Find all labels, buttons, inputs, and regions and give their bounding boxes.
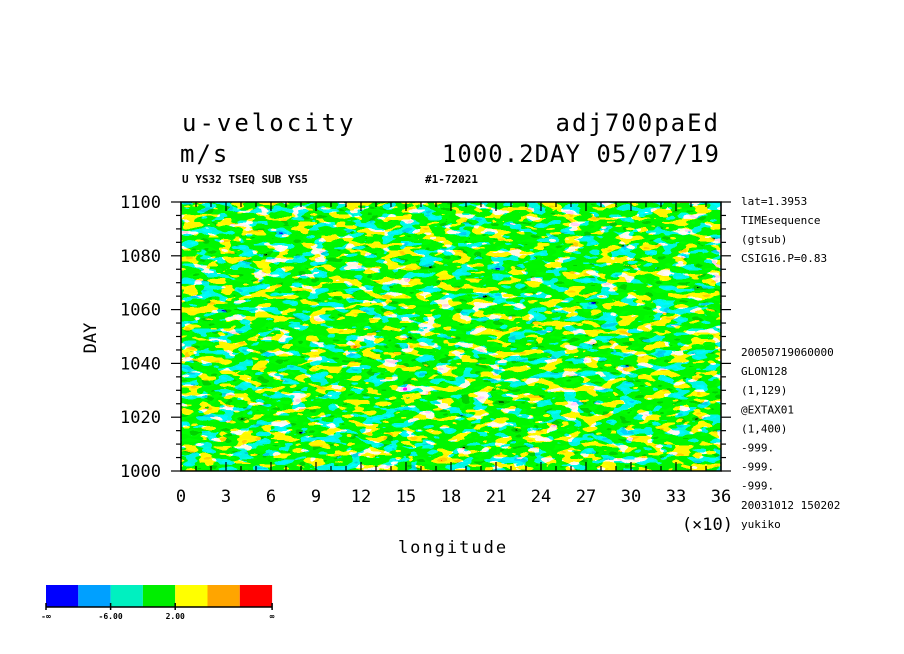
- colorbar-swatch: [175, 585, 208, 607]
- x-tick-label: 30: [621, 487, 641, 507]
- x-tick-label: 24: [531, 487, 551, 507]
- y-ticks: 1000 1020 1040 1060 1080 1100: [120, 193, 731, 482]
- info-bottom: 20050719060000 GLON128 (1,129) @EXTAX01 (1,4…: [741, 346, 840, 531]
- info-line: lat=1.3953: [741, 195, 807, 208]
- x-axis-label: longitude: [398, 538, 508, 558]
- run-name: adj700paEd: [556, 109, 721, 137]
- info-line: 20031012 150202: [741, 499, 840, 512]
- colorbar-swatch: [142, 585, 176, 607]
- subtitle-right: #1-72021: [425, 173, 478, 186]
- y-tick-label: 1000: [120, 462, 161, 482]
- info-top: lat=1.3953 TIMEsequence (gtsub) CSIG16.P=0.…: [741, 195, 827, 265]
- subtitle-left: U YS32 TSEQ SUB YS5: [182, 173, 308, 186]
- time-label: 1000.2DAY 05/07/19: [442, 140, 720, 168]
- chart-title: u-velocity: [182, 109, 357, 137]
- y-axis-label: DAY: [81, 323, 101, 354]
- colorbar-label: -∞: [41, 612, 51, 621]
- info-line: yukiko: [741, 518, 781, 531]
- x-tick-label: 33: [666, 487, 686, 507]
- x-ticks: 0 3 6 9 12 15 18 21 24 27 30 33 36: [176, 202, 731, 507]
- info-line: -999.: [741, 461, 774, 474]
- x-tick-label: 6: [266, 487, 276, 507]
- x-tick-label: 0: [176, 487, 186, 507]
- x-tick-label: 27: [576, 487, 596, 507]
- y-tick-label: 1040: [120, 354, 161, 374]
- info-line: @EXTAX01: [741, 403, 794, 416]
- info-line: CSIG16.P=0.83: [741, 252, 827, 265]
- x-tick-label: 21: [486, 487, 506, 507]
- x-multiplier: (×10): [682, 515, 733, 535]
- colorbar-labels: -∞ -6.00 2.00 ∞: [41, 612, 275, 621]
- x-tick-label: 9: [311, 487, 321, 507]
- x-tick-label: 36: [711, 487, 731, 507]
- colorbar-label: -6.00: [99, 612, 123, 621]
- y-tick-label: 1100: [120, 193, 161, 213]
- x-tick-label: 3: [221, 487, 231, 507]
- info-line: (1,129): [741, 384, 787, 397]
- colorbar-label: 2.00: [166, 612, 185, 621]
- info-line: TIMEsequence: [741, 214, 820, 227]
- colorbar-swatch: [78, 585, 111, 607]
- y-tick-label: 1080: [120, 247, 161, 267]
- colorbar-swatch: [46, 585, 79, 607]
- y-tick-label: 1060: [120, 301, 161, 321]
- colorbar-label: ∞: [270, 612, 275, 621]
- y-tick-label: 1020: [120, 408, 161, 428]
- units-label: m/s: [180, 140, 229, 168]
- x-tick-label: 15: [396, 487, 416, 507]
- info-line: (gtsub): [741, 233, 787, 246]
- x-tick-label: 18: [441, 487, 461, 507]
- colorbar: [45, 585, 273, 610]
- heatmap-field: [181, 202, 721, 471]
- info-line: -999.: [741, 442, 774, 455]
- x-tick-label: 12: [351, 487, 371, 507]
- colorbar-swatch: [239, 585, 273, 607]
- info-line: -999.: [741, 480, 774, 493]
- colorbar-swatch: [110, 585, 143, 607]
- info-line: (1,400): [741, 422, 787, 435]
- info-line: 20050719060000: [741, 346, 834, 359]
- colorbar-swatch: [207, 585, 240, 607]
- info-line: GLON128: [741, 365, 787, 378]
